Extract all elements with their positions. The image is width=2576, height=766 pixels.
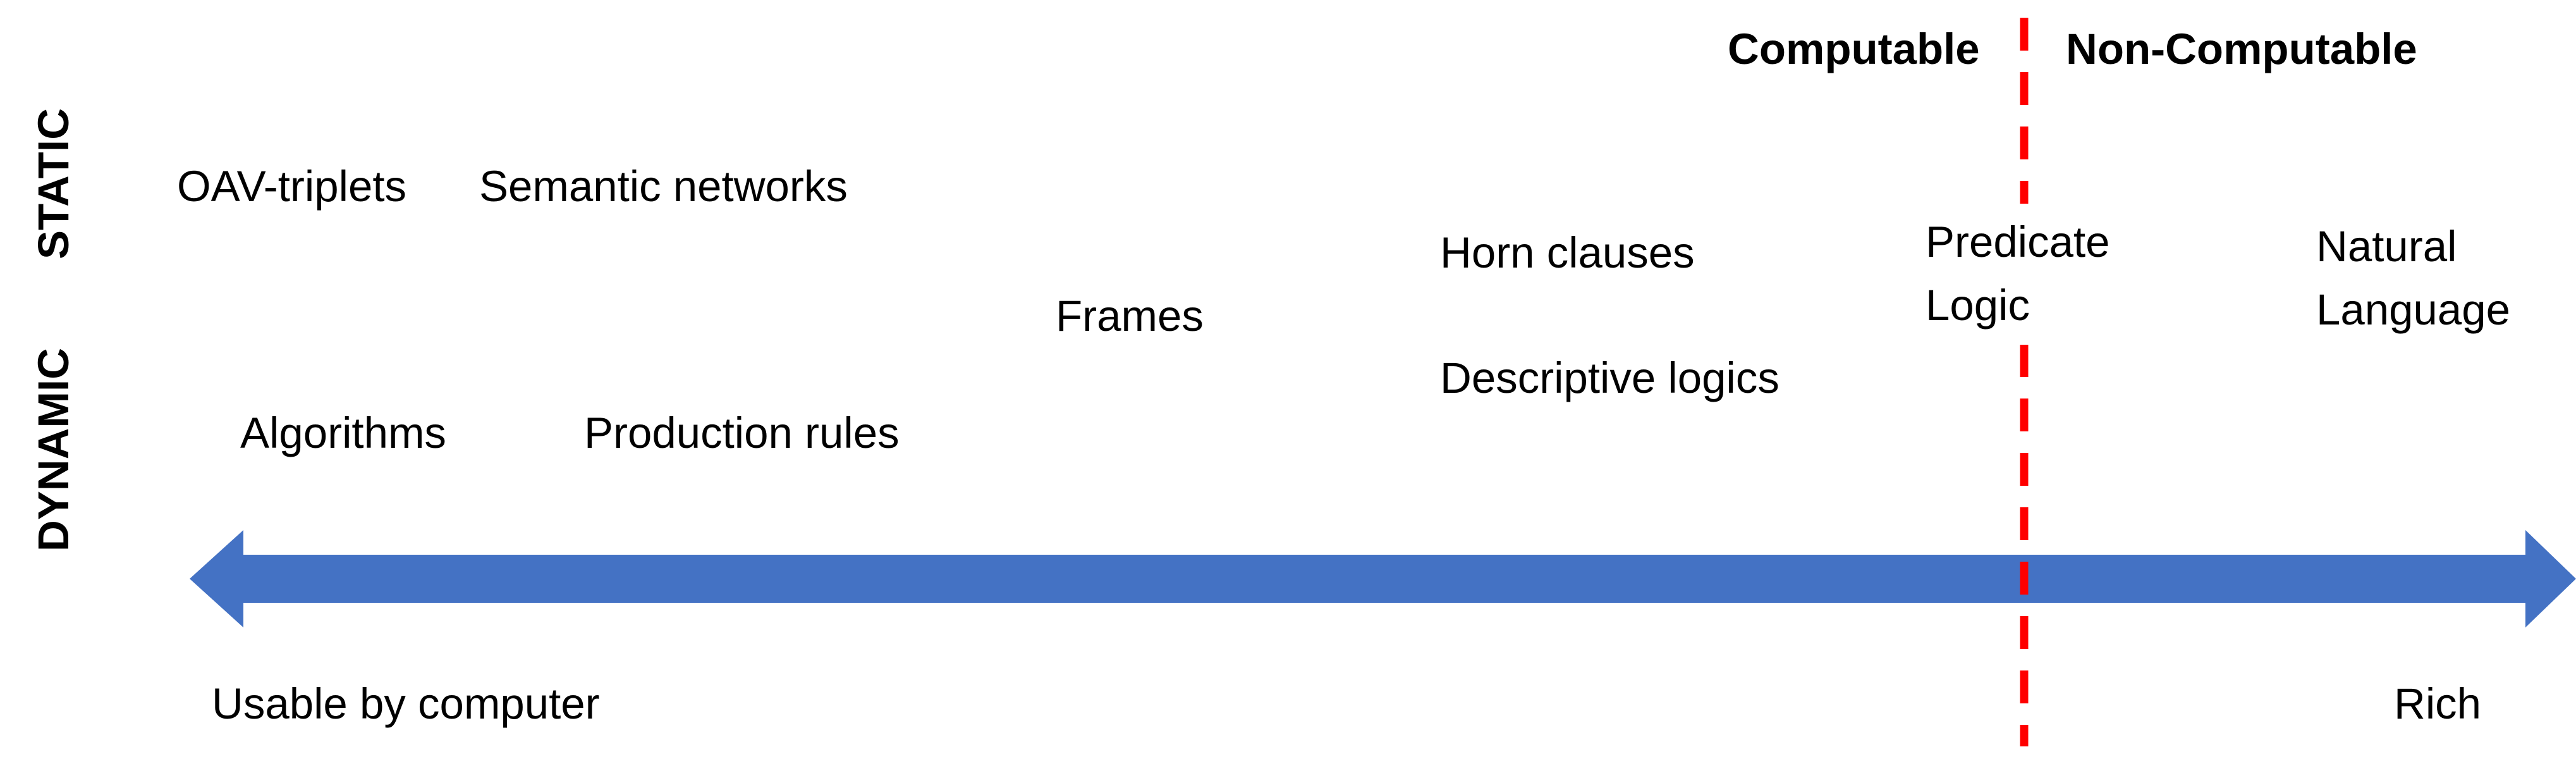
predicate-logic-label-line2: Logic bbox=[1926, 281, 2030, 330]
horn-clauses-label: Horn clauses bbox=[1440, 228, 1695, 277]
rich-label: Rich bbox=[2394, 679, 2482, 728]
divider-label-gap bbox=[2010, 204, 2038, 345]
computable-heading: Computable bbox=[1728, 25, 1980, 73]
natural-language-label-line1: Natural bbox=[2316, 222, 2457, 271]
semantic-networks-label: Semantic networks bbox=[479, 162, 848, 211]
frames-label: Frames bbox=[1056, 292, 1204, 340]
algorithms-label: Algorithms bbox=[240, 409, 446, 457]
production-rules-label: Production rules bbox=[584, 409, 900, 457]
natural-language-label-line2: Language bbox=[2316, 285, 2510, 334]
usable-by-computer-label: Usable by computer bbox=[212, 679, 600, 728]
static-row-label: STATIC bbox=[29, 108, 78, 259]
predicate-logic-label-line1: Predicate bbox=[1926, 218, 2110, 266]
dynamic-row-label: DYNAMIC bbox=[29, 348, 78, 552]
descriptive-logics-label: Descriptive logics bbox=[1440, 354, 1779, 402]
non-computable-heading: Non-Computable bbox=[2066, 25, 2417, 73]
double-headed-arrow bbox=[190, 530, 2576, 627]
oav-triplets-label: OAV-triplets bbox=[177, 162, 406, 211]
